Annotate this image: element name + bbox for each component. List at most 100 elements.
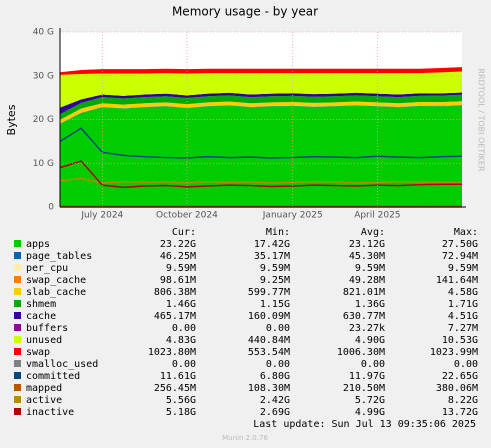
stat-value: 9.59M — [355, 263, 385, 274]
stat-value: 8.22G — [448, 395, 478, 406]
legend-swatch — [14, 396, 21, 403]
stat-value: 4.99G — [355, 407, 385, 418]
stat-value: 1.15G — [260, 299, 290, 310]
legend-label: mapped — [26, 383, 62, 394]
stat-value: 11.61G — [160, 371, 196, 382]
stat-value: 0.00 — [454, 359, 478, 370]
stat-value: 1.36G — [355, 299, 385, 310]
x-tick-label: July 2024 — [80, 211, 123, 221]
legend-swatch — [14, 288, 21, 295]
stat-value: 98.61M — [160, 275, 196, 286]
legend-label: vmalloc_used — [26, 359, 98, 370]
area — [60, 94, 462, 120]
stat-value: 9.59M — [260, 263, 290, 274]
stat-value: 821.01M — [343, 287, 385, 298]
legend-swatch — [14, 360, 21, 367]
legend-label: per_cpu — [26, 263, 68, 274]
stat-value: 160.09M — [248, 311, 290, 322]
stat-value: 45.30M — [349, 251, 385, 262]
stat-value: 1023.80M — [148, 347, 196, 358]
legend-swatch — [14, 240, 21, 247]
area — [60, 105, 462, 207]
legend-label: apps — [26, 239, 50, 250]
stat-value: 9.59M — [448, 263, 478, 274]
last-update: Last update: Sun Jul 13 09:35:06 2025 — [253, 419, 476, 430]
legend-swatch — [14, 276, 21, 283]
stat-value: 256.45M — [154, 383, 196, 394]
stat-value: 2.69G — [260, 407, 290, 418]
stat-value: 7.27M — [448, 323, 478, 334]
legend-swatch — [14, 324, 21, 331]
stat-value: 0.00 — [361, 359, 385, 370]
stat-value: 6.80G — [260, 371, 290, 382]
legend-label: page_tables — [26, 251, 92, 262]
legend-swatch — [14, 348, 21, 355]
line — [59, 177, 462, 184]
stat-value: 4.90G — [355, 335, 385, 346]
stat-value: 2.42G — [260, 395, 290, 406]
stat-header: Min: — [266, 227, 290, 238]
stat-value: 1006.30M — [337, 347, 385, 358]
chart-title: Memory usage - by year — [172, 5, 318, 19]
stat-value: 27.50G — [442, 239, 478, 250]
stat-value: 599.77M — [248, 287, 290, 298]
area — [60, 92, 462, 115]
stat-value: 23.12G — [349, 239, 385, 250]
stat-value: 72.94M — [442, 251, 478, 262]
stat-value: 1.46G — [166, 299, 196, 310]
stat-value: 4.83G — [166, 335, 196, 346]
y-tick-label: 40 G — [33, 28, 54, 38]
legend-label: inactive — [26, 407, 74, 418]
stat-value: 141.64M — [436, 275, 478, 286]
area — [60, 67, 462, 75]
line — [59, 160, 462, 189]
stat-value: 49.28M — [349, 275, 385, 286]
stat-value: 10.53G — [442, 335, 478, 346]
stat-value: 630.77M — [343, 311, 385, 322]
y-tick-label: 10 G — [33, 159, 54, 169]
legend-label: buffers — [26, 323, 68, 334]
legend-label: slab_cache — [26, 287, 86, 298]
x-tick-label: January 2025 — [262, 211, 323, 221]
legend-label: cache — [26, 311, 56, 322]
stat-value: 0.00 — [266, 359, 290, 370]
stat-value: 5.72G — [355, 395, 385, 406]
stat-header: Avg: — [361, 227, 385, 238]
stat-value: 35.17M — [254, 251, 290, 262]
y-axis-label: Bytes — [5, 104, 18, 135]
legend-swatch — [14, 384, 21, 391]
stat-value: 9.59M — [166, 263, 196, 274]
stat-value: 0.00 — [172, 359, 196, 370]
legend-swatch — [14, 336, 21, 343]
legend-swatch — [14, 252, 21, 259]
legend-swatch — [14, 372, 21, 379]
watermark: RRDTOOL / TOBI OETIKER — [477, 68, 486, 171]
x-tick-label: October 2024 — [156, 211, 218, 221]
legend-swatch — [14, 300, 21, 307]
stat-value: 9.25M — [260, 275, 290, 286]
stat-value: 23.27k — [349, 323, 385, 334]
stat-header: Max: — [454, 227, 478, 238]
legend-label: shmem — [26, 299, 56, 310]
stat-value: 553.54M — [248, 347, 290, 358]
stat-value: 5.56G — [166, 395, 196, 406]
stat-value: 440.84M — [248, 335, 290, 346]
legend-label: unused — [26, 335, 62, 346]
stat-value: 4.58G — [448, 287, 478, 298]
stat-value: 17.42G — [254, 239, 290, 250]
area — [60, 71, 462, 108]
line — [59, 127, 463, 159]
stat-value: 806.38M — [154, 287, 196, 298]
legend-label: swap_cache — [26, 275, 86, 286]
stat-value: 13.72G — [442, 407, 478, 418]
legend-swatch — [14, 264, 21, 271]
stat-value: 1.71G — [448, 299, 478, 310]
stat-header: Cur: — [172, 227, 196, 238]
legend-swatch — [14, 312, 21, 319]
x-tick-label: April 2025 — [354, 211, 400, 221]
stat-value: 380.06M — [436, 383, 478, 394]
y-tick-label: 30 G — [33, 71, 54, 81]
stat-value: 210.50M — [343, 383, 385, 394]
y-tick-label: 20 G — [33, 115, 54, 125]
